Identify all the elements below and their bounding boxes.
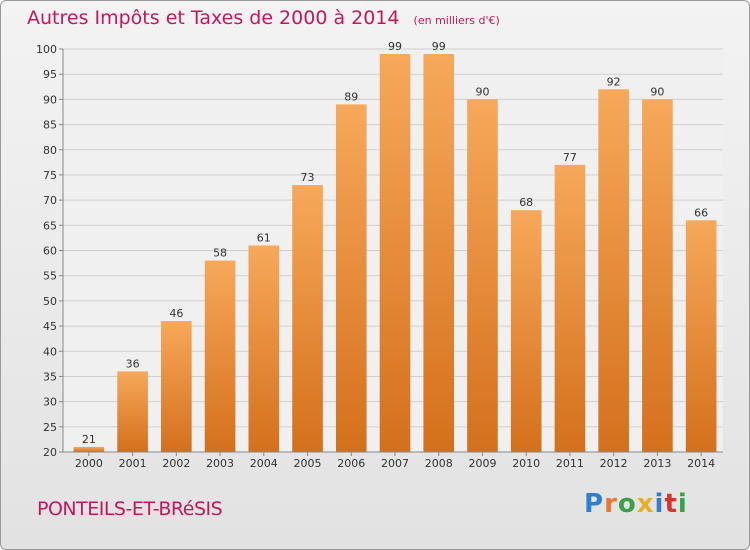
- data-label: 99: [388, 40, 402, 53]
- chart-subtitle: (en milliers d'€): [413, 14, 500, 27]
- commune-name: PONTEILS-ET-BRéSIS: [37, 498, 223, 520]
- bar-2002[interactable]: [161, 321, 192, 452]
- logo-letter: t: [664, 489, 678, 519]
- y-tick-label: 95: [43, 68, 57, 81]
- y-tick-label: 100: [36, 43, 57, 56]
- x-tick-label: 2005: [294, 457, 322, 470]
- bar-2007[interactable]: [379, 54, 411, 452]
- logo-letter: i: [677, 489, 688, 519]
- y-tick-label: 65: [43, 219, 57, 232]
- data-label: 89: [344, 90, 358, 103]
- bar-2005[interactable]: [292, 185, 323, 452]
- logo-letter: P: [584, 489, 605, 519]
- data-label: 68: [519, 196, 533, 209]
- y-tick-label: 35: [43, 370, 57, 383]
- x-tick-label: 2003: [206, 457, 234, 470]
- bar-2012[interactable]: [598, 89, 629, 453]
- x-tick-label: 2009: [468, 457, 496, 470]
- x-tick-label: 2002: [162, 457, 190, 470]
- y-tick-label: 90: [43, 93, 57, 106]
- x-tick-label: 2011: [556, 457, 584, 470]
- y-tick-label: 85: [43, 119, 57, 132]
- bar-2004[interactable]: [248, 245, 280, 452]
- data-label: 73: [301, 171, 315, 184]
- bar-2003[interactable]: [204, 260, 236, 452]
- y-tick-label: 60: [43, 245, 57, 258]
- y-tick-label: 75: [43, 169, 57, 182]
- x-tick-label: 2014: [687, 457, 715, 470]
- bar-2006[interactable]: [335, 104, 367, 452]
- y-tick-label: 55: [43, 270, 57, 283]
- y-tick-label: 25: [43, 421, 57, 434]
- logo-letter: o: [617, 489, 637, 519]
- x-tick-label: 2000: [75, 457, 103, 470]
- data-label: 61: [257, 231, 271, 244]
- data-label: 66: [694, 206, 708, 219]
- y-tick-label: 20: [43, 446, 57, 459]
- x-tick-label: 2012: [600, 457, 628, 470]
- logo-letter: i: [654, 489, 665, 519]
- data-label: 92: [607, 75, 621, 88]
- proxiti-logo[interactable]: Proxiti: [584, 489, 688, 519]
- y-tick-label: 45: [43, 320, 57, 333]
- data-label: 21: [82, 433, 96, 446]
- data-label: 46: [169, 307, 183, 320]
- bar-2001[interactable]: [117, 371, 148, 452]
- bar-2000[interactable]: [73, 446, 105, 452]
- x-tick-label: 2013: [643, 457, 671, 470]
- logo-letter: x: [636, 489, 655, 519]
- logo-letter: r: [604, 489, 618, 519]
- y-tick-label: 80: [43, 144, 57, 157]
- bar-2009[interactable]: [467, 99, 498, 452]
- data-label: 58: [213, 247, 227, 260]
- bar-2014[interactable]: [685, 220, 717, 452]
- x-tick-label: 2007: [381, 457, 409, 470]
- x-tick-label: 2010: [512, 457, 540, 470]
- chart-title-text: Autres Impôts et Taxes de 2000 à 2014: [27, 7, 400, 29]
- bar-2010[interactable]: [510, 210, 542, 452]
- x-tick-label: 2006: [337, 457, 365, 470]
- x-tick-label: 2001: [119, 457, 147, 470]
- data-label: 77: [563, 151, 577, 164]
- data-label: 99: [432, 40, 446, 53]
- y-tick-label: 30: [43, 396, 57, 409]
- bar-2008[interactable]: [423, 54, 455, 452]
- chart-title: Autres Impôts et Taxes de 2000 à 2014 (e…: [1, 7, 749, 29]
- data-label: 90: [475, 85, 489, 98]
- x-tick-label: 2004: [250, 457, 278, 470]
- y-tick-label: 70: [43, 194, 57, 207]
- data-label: 36: [126, 357, 140, 370]
- x-tick-label: 2008: [425, 457, 453, 470]
- bar-2013[interactable]: [642, 99, 673, 452]
- data-label: 90: [650, 85, 664, 98]
- bar-2011[interactable]: [554, 164, 586, 453]
- y-tick-label: 50: [43, 295, 57, 308]
- y-tick-label: 40: [43, 345, 57, 358]
